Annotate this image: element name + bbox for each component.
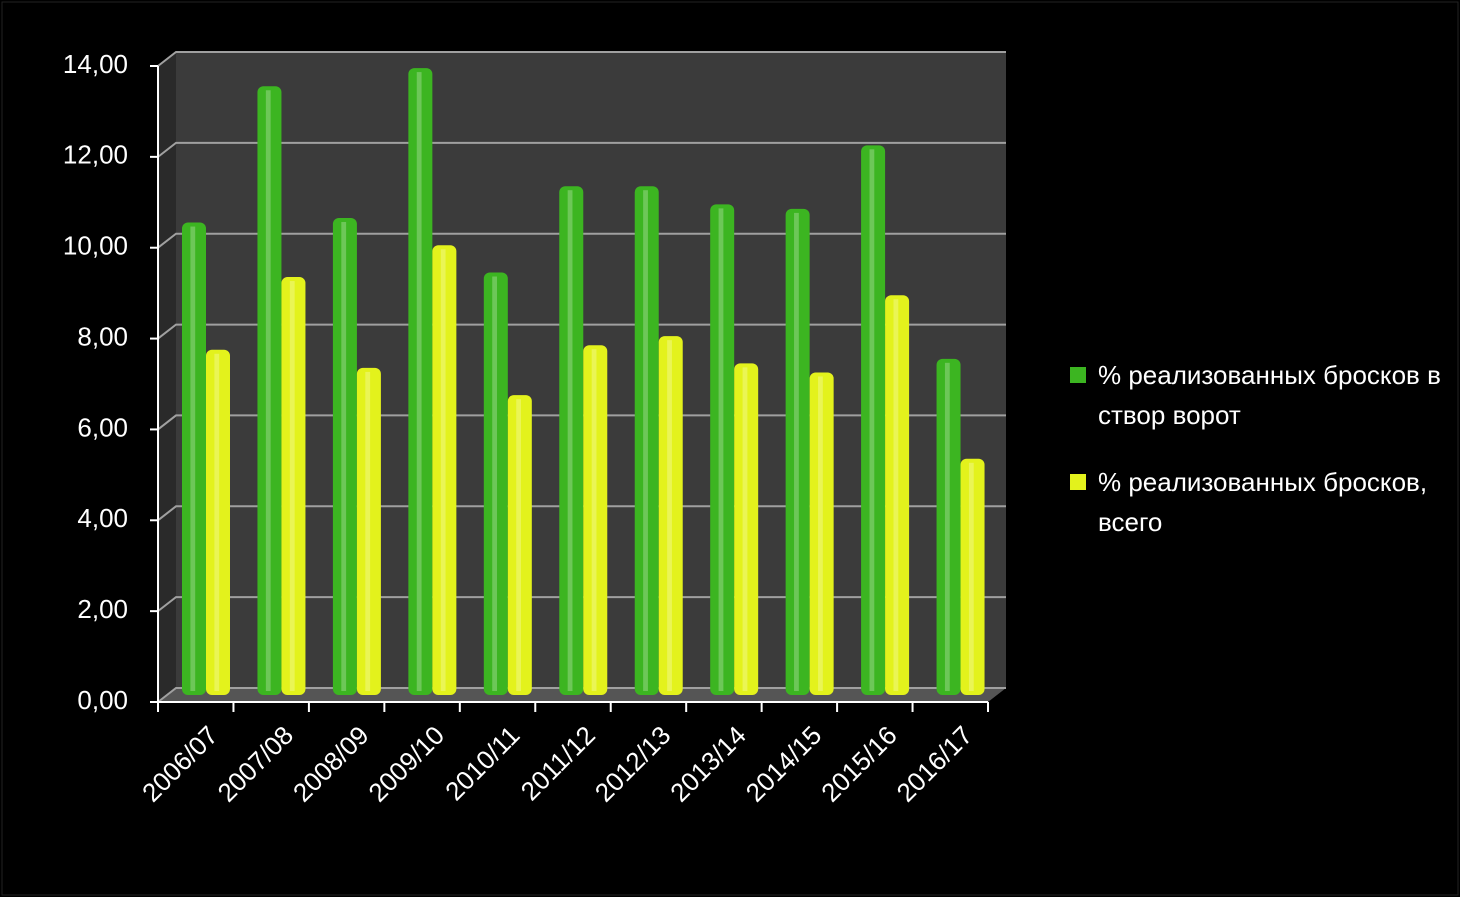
y-tick-label: 2,00 bbox=[77, 594, 128, 624]
bar-highlight bbox=[265, 90, 271, 691]
bar-highlight bbox=[341, 222, 347, 691]
bar-highlight bbox=[440, 249, 446, 691]
legend-entry: % реализованных бросков, всего bbox=[1070, 462, 1460, 542]
bar bbox=[432, 245, 457, 695]
bar bbox=[483, 272, 508, 695]
bar bbox=[356, 367, 381, 695]
bar-highlight bbox=[893, 299, 899, 691]
bar bbox=[809, 372, 834, 695]
bar bbox=[332, 218, 357, 695]
bar-highlight bbox=[794, 212, 799, 691]
bar-highlight bbox=[944, 362, 950, 691]
bar-highlight bbox=[818, 376, 823, 691]
legend-swatch bbox=[1070, 474, 1086, 490]
y-tick-label: 8,00 bbox=[77, 321, 128, 351]
bar bbox=[936, 358, 961, 695]
legend-label: % реализованных бросков в створ ворот bbox=[1098, 360, 1441, 430]
y-tick-label: 12,00 bbox=[63, 140, 128, 170]
legend-label: % реализованных бросков, всего bbox=[1098, 467, 1428, 537]
grid-line bbox=[157, 141, 1006, 158]
bar bbox=[658, 336, 683, 695]
legend-swatch bbox=[1070, 367, 1086, 383]
legend-entry: % реализованных бросков в створ ворот bbox=[1070, 355, 1460, 435]
bar bbox=[206, 349, 230, 695]
bar-highlight bbox=[718, 208, 724, 691]
y-tick-label: 14,00 bbox=[63, 49, 128, 79]
bar bbox=[408, 68, 433, 696]
bar bbox=[885, 295, 910, 695]
bar bbox=[281, 277, 306, 695]
y-tick-label: 0,00 bbox=[77, 685, 128, 715]
grid-line bbox=[157, 51, 1006, 67]
bar bbox=[960, 458, 985, 695]
side-wall bbox=[158, 52, 176, 702]
bar bbox=[785, 208, 810, 695]
y-tick-label: 10,00 bbox=[63, 231, 128, 261]
bar bbox=[257, 86, 282, 695]
bar-highlight bbox=[591, 349, 597, 691]
bar-highlight bbox=[492, 276, 498, 691]
bar-highlight bbox=[190, 226, 196, 692]
bar-highlight bbox=[516, 399, 522, 691]
bar bbox=[734, 363, 759, 695]
y-tick-label: 4,00 bbox=[77, 503, 128, 533]
bar bbox=[507, 395, 532, 695]
bar bbox=[182, 222, 206, 696]
bar bbox=[634, 186, 659, 695]
bar-highlight bbox=[869, 149, 875, 692]
bar bbox=[559, 186, 584, 695]
y-tick-label: 6,00 bbox=[77, 412, 128, 442]
bar bbox=[861, 145, 886, 696]
bar bbox=[710, 204, 735, 695]
bar-highlight bbox=[968, 462, 974, 691]
bar-highlight bbox=[567, 190, 573, 691]
bar-highlight bbox=[214, 353, 220, 691]
bar-highlight bbox=[416, 72, 422, 692]
bar-highlight bbox=[667, 340, 672, 691]
bar-highlight bbox=[643, 190, 648, 691]
bar-highlight bbox=[742, 367, 748, 691]
bar-highlight bbox=[289, 281, 295, 691]
bar bbox=[583, 345, 608, 695]
bar-highlight bbox=[365, 371, 371, 691]
